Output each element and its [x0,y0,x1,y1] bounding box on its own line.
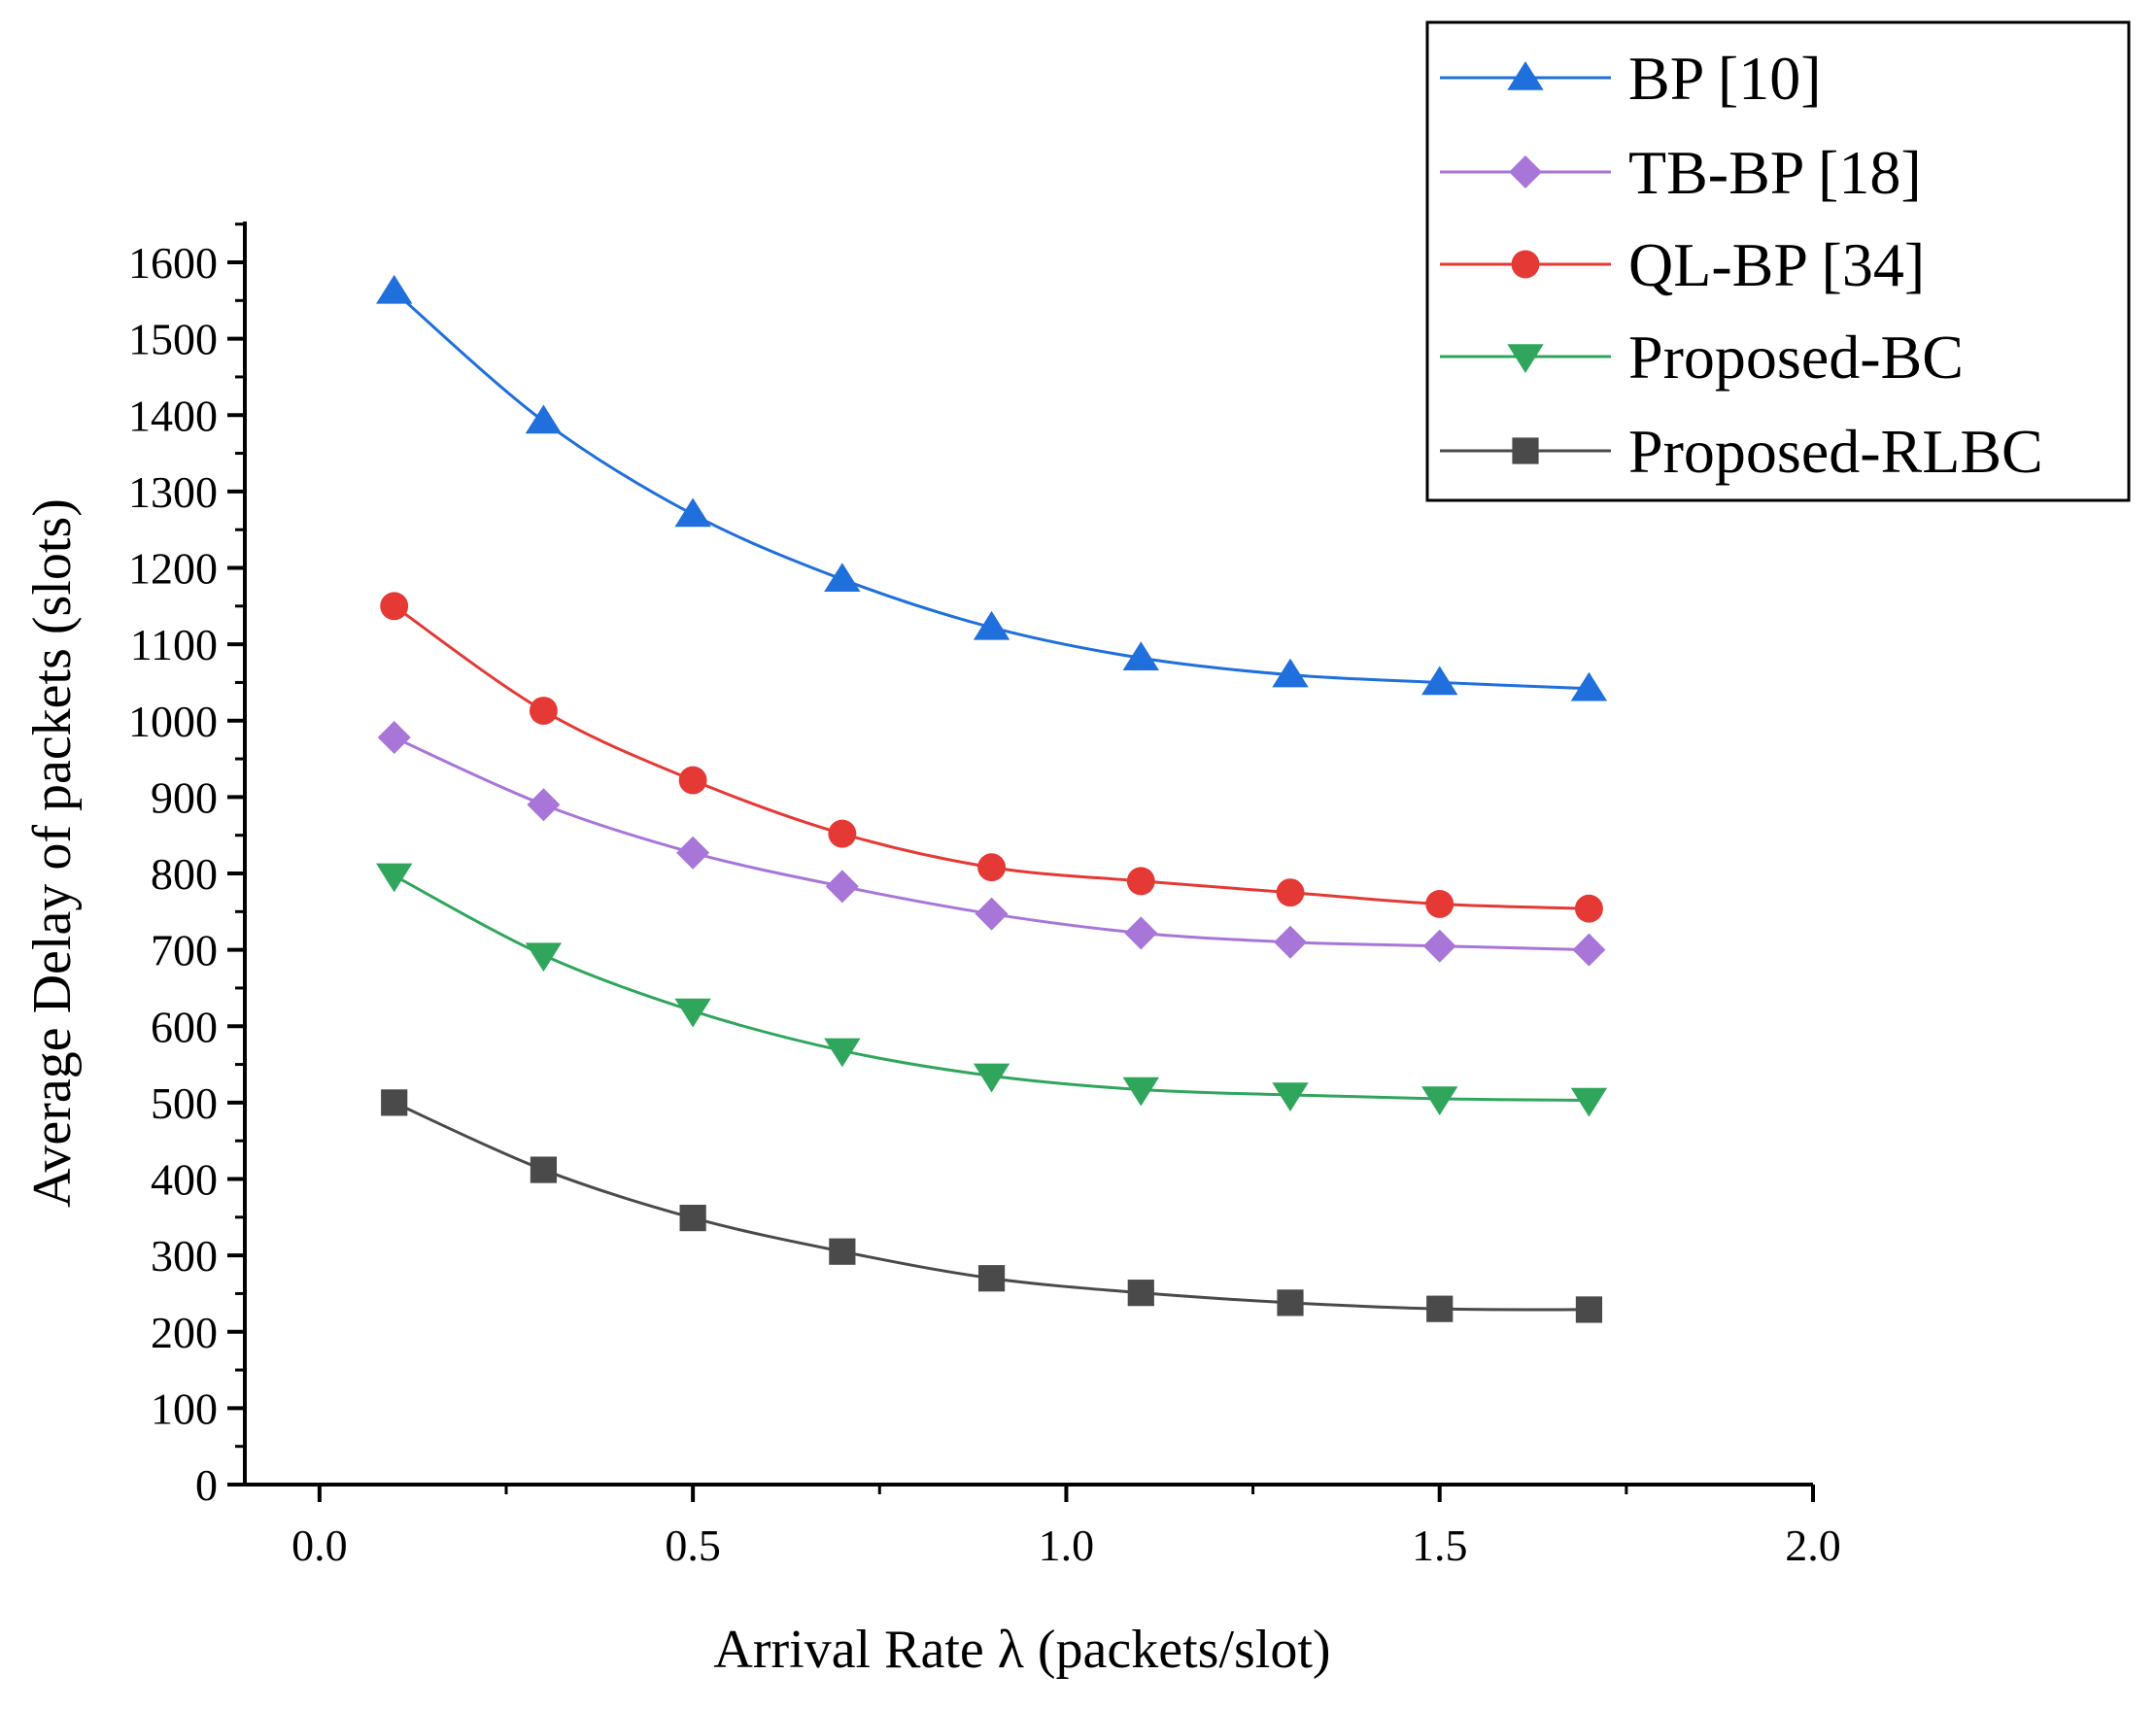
legend-box [1425,20,2131,502]
y-tick-label: 100 [151,1384,218,1433]
legend-label: Proposed-BC [1628,323,1964,392]
data-point [527,788,561,822]
x-axis-title: Arrival Rate λ (packets/slot) [713,1620,1330,1680]
y-axis-ticks: 0 100 200 300 400 500 600 700 800 900 1000 1100 1200… [128,222,245,1510]
data-point [1570,671,1608,701]
y-tick-label: 600 [151,1002,218,1051]
data-point [376,274,413,304]
y-tick-label: 0 [195,1460,218,1510]
data-point [377,721,411,755]
data-point [1122,641,1159,671]
data-point [1425,890,1454,918]
data-point [825,870,859,904]
data-point [1127,1280,1154,1307]
y-tick-label: 1600 [128,238,218,288]
series-bp-10 [376,274,1608,701]
data-point [1274,925,1307,959]
series-proposed-bc [376,863,1608,1117]
legend-entry: Proposed-RLBC [1440,417,2043,486]
data-point [1572,933,1606,967]
y-tick-label: 400 [151,1155,218,1205]
data-point [1124,916,1158,950]
data-point [829,1238,856,1265]
data-point [525,404,563,434]
y-tick-label: 1500 [128,315,218,364]
y-tick-label: 300 [151,1231,218,1281]
y-tick-label: 1200 [128,544,218,594]
data-point [380,592,409,621]
y-tick-label: 900 [151,772,218,822]
x-tick-label: 2.0 [1785,1521,1841,1570]
legend-marker [1507,61,1544,90]
x-tick-label: 1.5 [1412,1521,1468,1570]
data-point [674,998,711,1028]
series-ql-bp-34 [380,592,1603,923]
data-point [1126,867,1155,896]
y-axis-title: Average Delay of packets (slots) [22,498,83,1208]
data-point [1570,1087,1608,1117]
data-point [977,853,1007,882]
data-point [1276,878,1305,907]
series-proposed-rlbc [381,1089,1603,1323]
legend-label: BP [10] [1628,44,1822,113]
data-point [1421,1086,1458,1115]
data-point [376,863,413,893]
data-point [678,766,707,795]
legend-entry: Proposed-BC [1440,323,1964,392]
x-tick-label: 0.0 [291,1521,348,1570]
data-point [381,1089,408,1116]
y-tick-label: 500 [151,1078,218,1128]
series-tb-bp-18 [377,721,1606,967]
data-point [824,1038,861,1068]
data-point [1277,1289,1304,1316]
legend-marker [1511,250,1540,279]
data-point [975,897,1009,931]
data-point [1272,658,1309,688]
data-point [525,942,563,973]
data-point [1575,1296,1603,1323]
data-point [529,697,558,725]
y-tick-label: 800 [151,849,218,899]
legend-marker [1509,155,1542,188]
y-tick-label: 1300 [128,467,218,517]
data-point [1422,929,1456,963]
data-point [530,1156,558,1183]
data-point [977,1265,1006,1292]
x-tick-label: 0.5 [665,1521,721,1570]
y-tick-label: 1400 [128,391,218,440]
data-point [674,497,711,528]
legend-entry: BP [10] [1440,44,1822,113]
data-point [973,610,1010,640]
y-tick-label: 700 [151,926,218,975]
legend-marker [1512,437,1539,464]
legend-label: QL-BP [34] [1628,230,1925,299]
x-axis-ticks: 0.0 0.5 1.0 1.5 2.0 [291,1485,1841,1570]
legend-entry: QL-BP [34] [1440,230,1925,299]
data-point [1272,1082,1309,1112]
legend-label: TB-BP [18] [1628,138,1922,207]
data-point [676,836,710,870]
y-tick-label: 1000 [128,697,218,746]
data-point [828,819,857,848]
x-tick-label: 1.0 [1039,1521,1095,1570]
plot-area [376,274,1608,1323]
data-point [824,563,861,593]
y-tick-label: 200 [151,1308,218,1357]
data-point [679,1204,706,1232]
legend: BP [10] TB-BP [18] QL-BP [34] Proposed-BC Pr… [1425,20,2131,502]
data-point [1421,666,1458,696]
data-point [973,1063,1010,1093]
legend-entry: TB-BP [18] [1440,138,1922,207]
data-point [1426,1295,1454,1322]
legend-label: Proposed-RLBC [1628,417,2043,486]
legend-marker [1507,344,1544,373]
data-point [1574,894,1603,923]
y-tick-label: 1100 [130,620,218,669]
data-point [1122,1077,1159,1107]
